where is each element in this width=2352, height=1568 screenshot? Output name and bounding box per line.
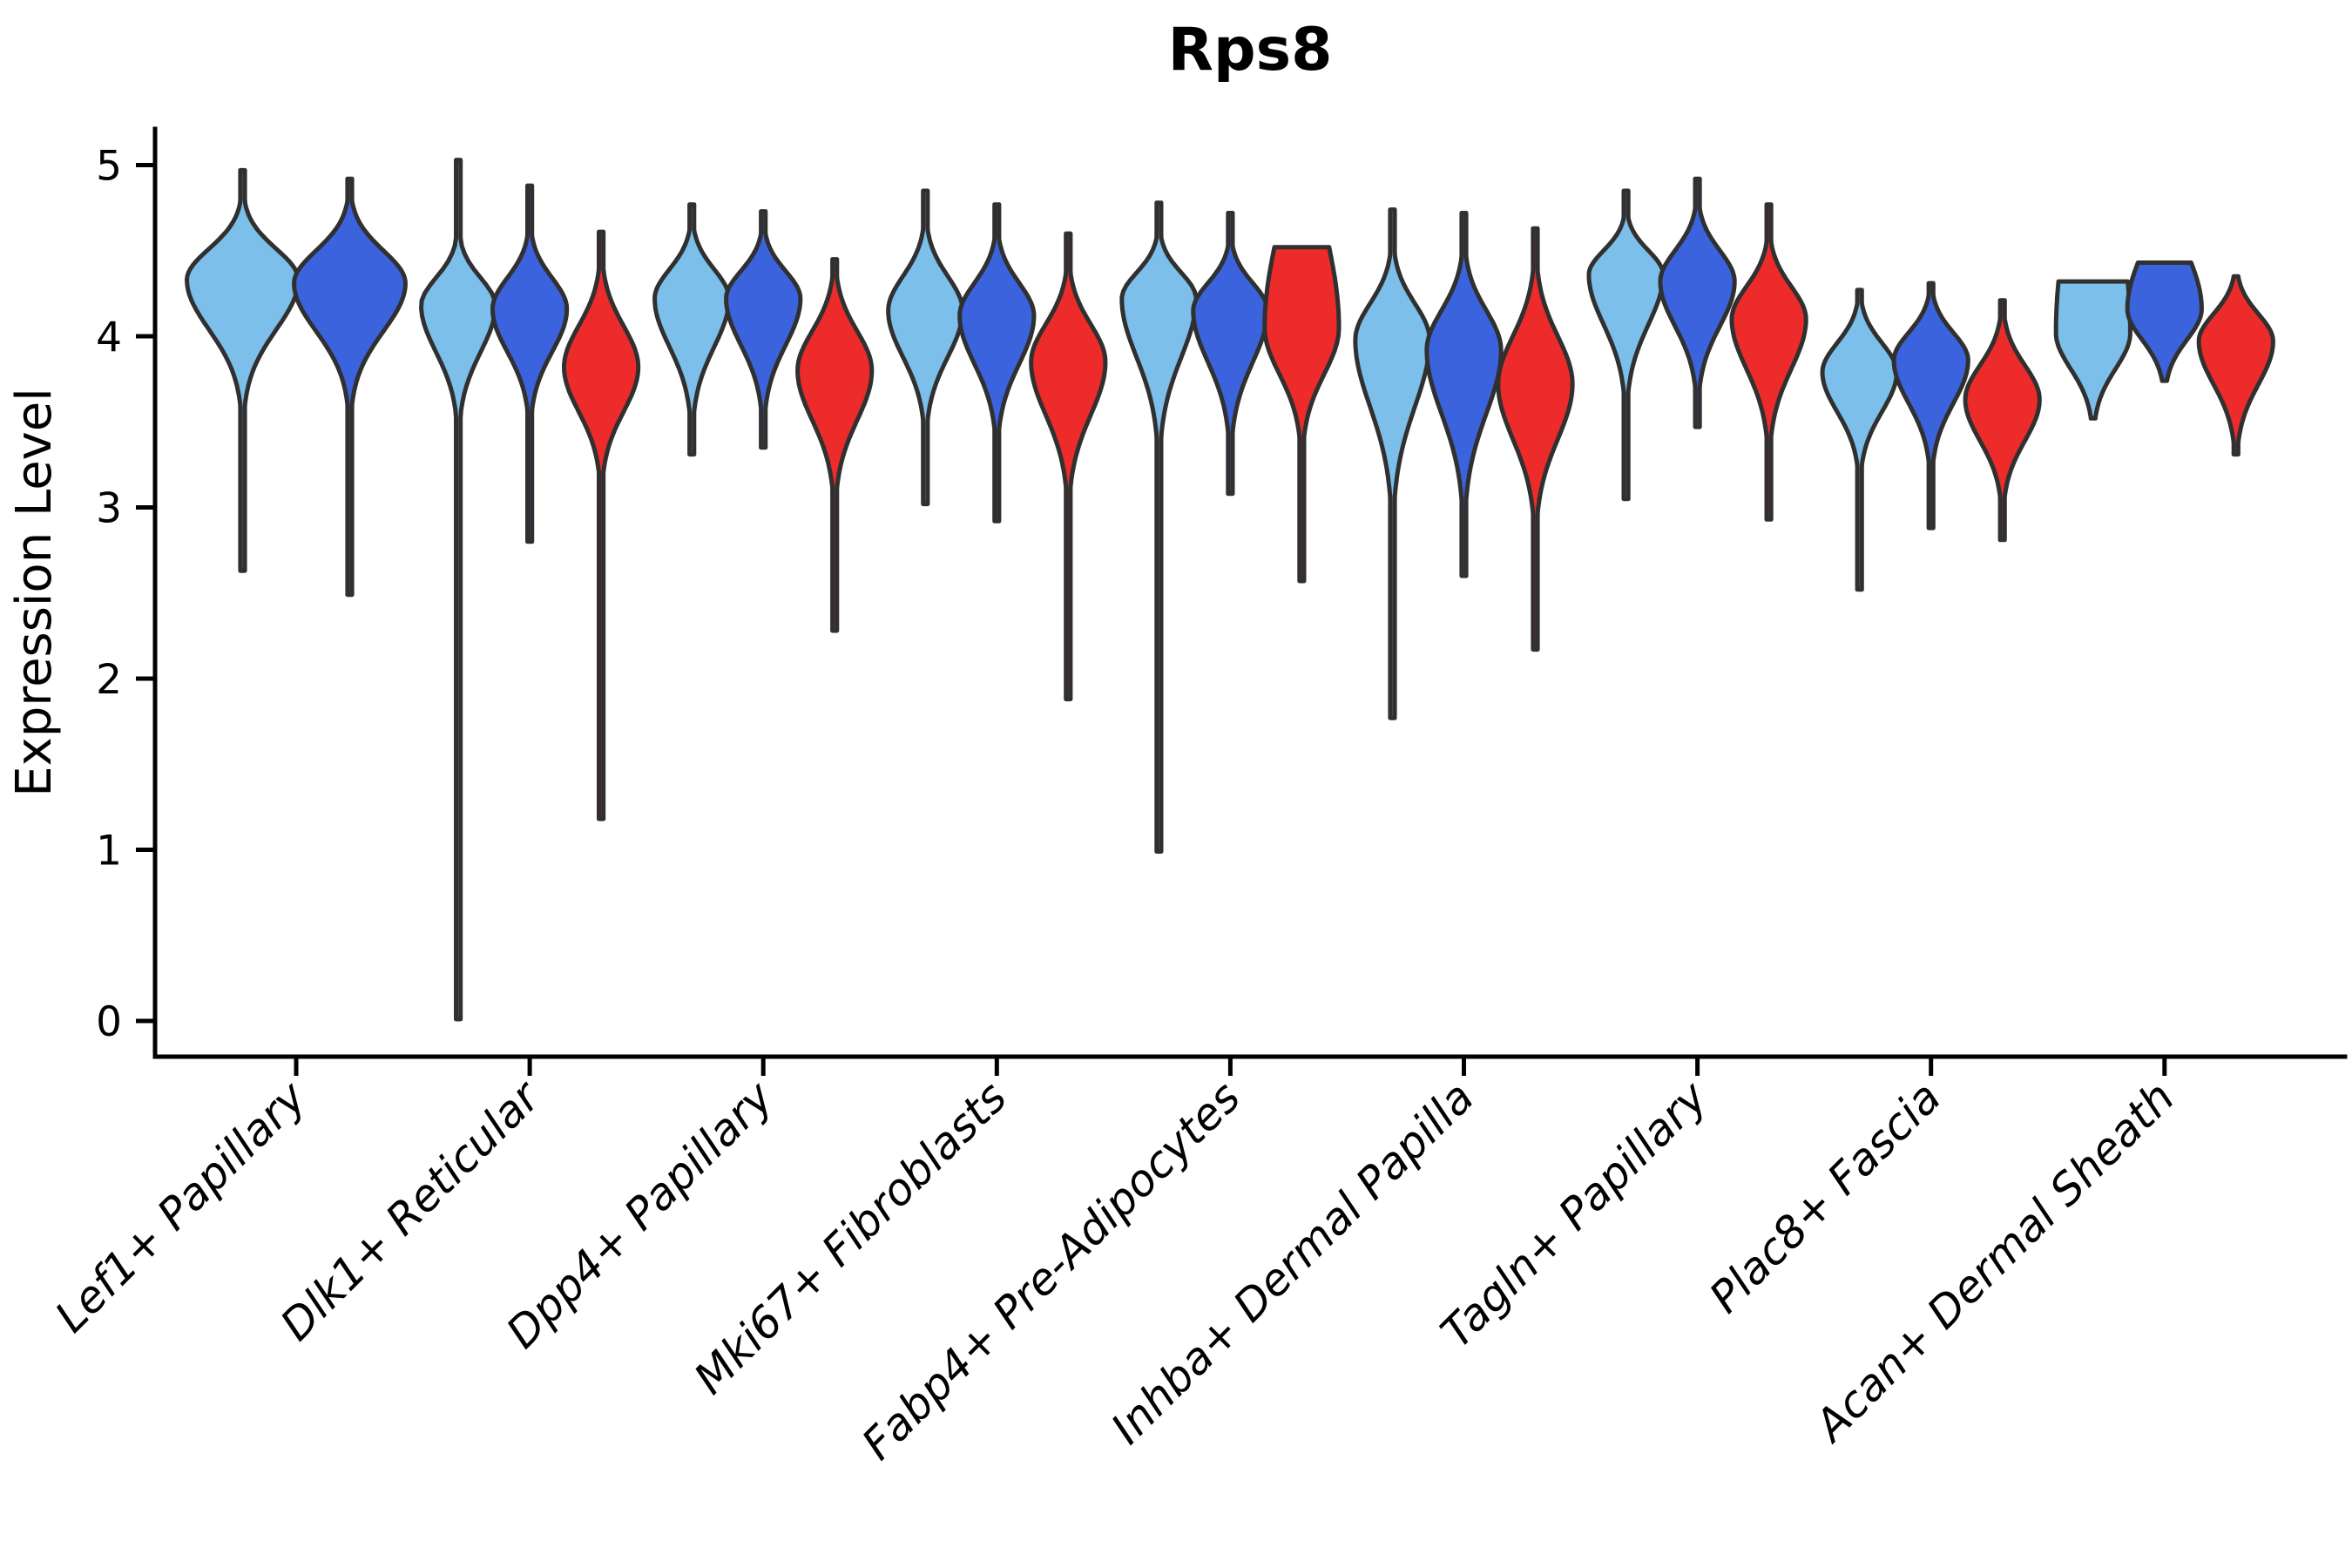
violin-tagln-dark_blue — [1658, 176, 1737, 429]
violin-fabp4-dark_blue — [1191, 211, 1270, 497]
violin-dpp4-red — [795, 257, 875, 633]
violin-plac8-red — [1963, 298, 2042, 543]
y-tick-label: 0 — [96, 998, 122, 1046]
violin-mki67-light_blue — [886, 188, 965, 507]
violin-inhba-red — [1496, 226, 1575, 652]
violin-lef1-dark_blue — [292, 176, 408, 598]
y-tick-label: 2 — [96, 656, 122, 704]
violin-dlk1-dark_blue — [490, 183, 570, 544]
violin-fabp4-light_blue — [1119, 200, 1199, 854]
y-tick-label: 5 — [96, 143, 122, 191]
violin-mki67-red — [1029, 231, 1108, 702]
violin-dlk1-light_blue — [419, 158, 498, 1022]
y-tick-label: 4 — [96, 314, 122, 362]
violin-tagln-light_blue — [1586, 188, 1666, 502]
violins-layer — [185, 158, 2275, 1022]
x-tick-label: Plac8+ Fascia — [1700, 1071, 1950, 1322]
y-axis-label: Expression Level — [6, 388, 63, 797]
violin-inhba-light_blue — [1353, 207, 1432, 720]
violin-inhba-dark_blue — [1424, 211, 1504, 578]
violin-dpp4-dark_blue — [724, 209, 803, 450]
violin-lef1-light_blue — [185, 167, 301, 573]
violin-acan-dark_blue — [2125, 260, 2204, 383]
axis-spines — [152, 126, 2348, 1059]
violin-dpp4-light_blue — [652, 202, 732, 457]
violin-dlk1-red — [562, 229, 641, 821]
chart-title: Rps8 — [1168, 16, 1333, 84]
x-tick-label: Dlk1+ Reticular — [271, 1070, 551, 1350]
x-tick-label: Fabp4+ Pre-Adipocytes — [852, 1071, 1250, 1470]
violin-acan-light_blue — [2053, 279, 2132, 421]
violin-plac8-light_blue — [1820, 287, 1899, 592]
violin-mki67-dark_blue — [957, 202, 1037, 524]
y-tick-label: 1 — [96, 828, 122, 875]
y-tick-label: 3 — [96, 485, 122, 533]
violin-acan-red — [2196, 274, 2275, 457]
x-tick-label: Lef1+ Papillary — [45, 1071, 316, 1342]
violin-fabp4-red — [1262, 245, 1342, 584]
violin-tagln-red — [1729, 202, 1808, 522]
violin-plac8-dark_blue — [1891, 280, 1970, 531]
